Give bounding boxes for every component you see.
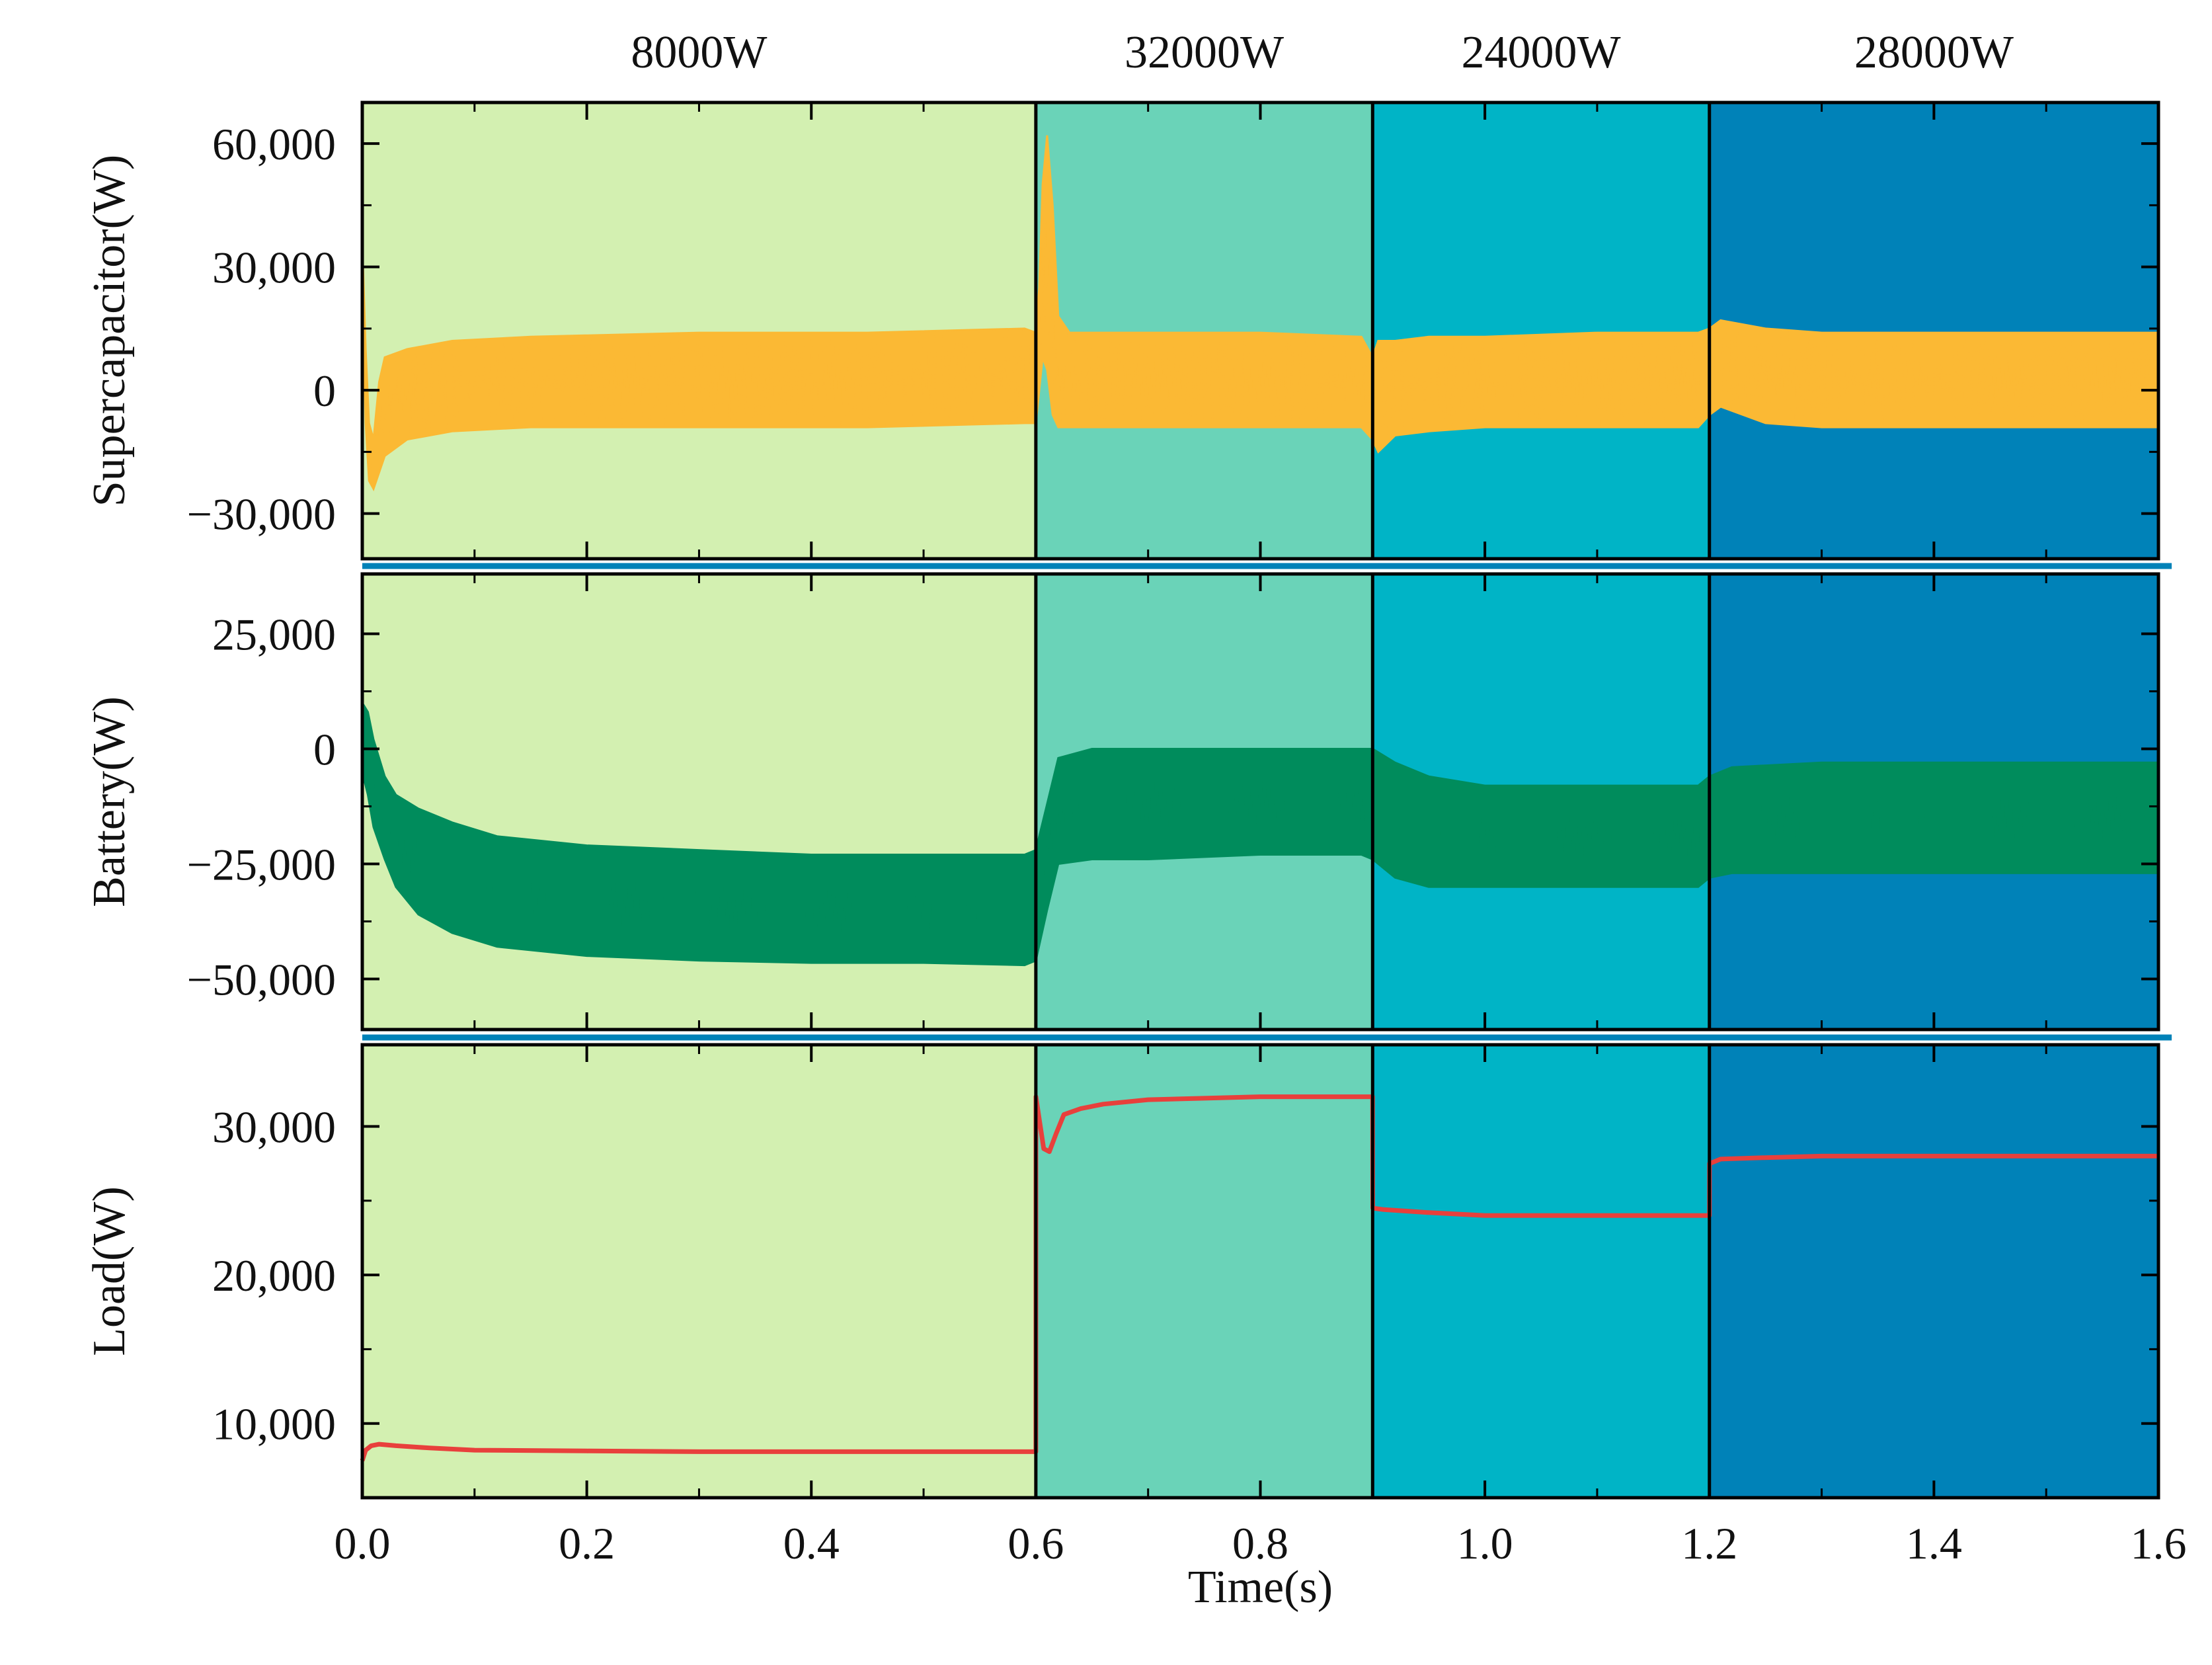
y-tick-label-battery-2: −25,000 <box>187 839 336 889</box>
panel-load: 30,000 20,000 10,000 Load(W) <box>84 1043 2160 1500</box>
x-tick-label-1: 0.2 <box>559 1518 615 1568</box>
x-tick-label-4: 0.8 <box>1232 1518 1288 1568</box>
y-axis-title-supercapacitor: Supercapacitor(W) <box>84 155 135 507</box>
segment-label-1: 8000W <box>631 27 767 78</box>
x-tick-label-7: 1.4 <box>1906 1518 1962 1568</box>
y-tick-label-supercapacitor-3: −30,000 <box>187 489 336 540</box>
y-tick-label-battery-0: 25,000 <box>212 609 336 659</box>
series-oscillation-battery <box>362 719 2159 964</box>
y-tick-label-load-2: 10,000 <box>212 1399 336 1449</box>
panel-battery: 25,000 0 −25,000 −50,000 Battery(W) <box>84 572 2160 1032</box>
x-tick-label-6: 1.2 <box>1681 1518 1737 1568</box>
y-tick-label-supercapacitor-1: 30,000 <box>212 243 336 293</box>
y-tick-label-battery-3: −50,000 <box>187 954 336 1004</box>
y-tick-label-load-1: 20,000 <box>212 1250 336 1301</box>
segment-label-4: 28000W <box>1854 27 2014 78</box>
segment-label-3: 24000W <box>1461 27 1620 78</box>
y-tick-label-supercapacitor-0: 60,000 <box>212 119 336 169</box>
series-oscillation-supercapacitor <box>362 160 2159 477</box>
x-tick-label-0: 0.0 <box>335 1518 391 1568</box>
segment-band-load-2 <box>1035 1045 1373 1498</box>
segment-band-supercapacitor-2 <box>1035 102 1373 559</box>
segment-band-supercapacitor-3 <box>1372 102 1710 559</box>
segment-label-2: 32000W <box>1125 27 1284 78</box>
y-axis-title-load: Load(W) <box>84 1186 135 1356</box>
segment-band-load-3 <box>1372 1045 1710 1498</box>
x-tick-label-8: 1.6 <box>2131 1518 2187 1568</box>
x-tick-label-3: 0.6 <box>1007 1518 1064 1568</box>
y-tick-label-load-0: 30,000 <box>212 1102 336 1153</box>
x-tick-label-5: 1.0 <box>1457 1518 1513 1568</box>
panel-supercapacitor: 60,000 30,000 0 −30,000 Supercapacitor(W) <box>84 101 2160 561</box>
x-axis-title: Time(s) <box>1188 1562 1333 1613</box>
segment-band-load-4 <box>1709 1045 2158 1498</box>
y-axis-title-battery: Battery(W) <box>84 696 135 907</box>
y-tick-label-battery-1: 0 <box>313 724 336 774</box>
y-tick-label-supercapacitor-2: 0 <box>313 366 336 416</box>
segment-band-load-1 <box>362 1045 1036 1498</box>
x-tick-label-2: 0.4 <box>783 1518 840 1568</box>
